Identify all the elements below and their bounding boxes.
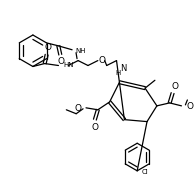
Text: O: O [186, 102, 193, 111]
Text: O: O [74, 104, 81, 113]
Text: HN: HN [63, 61, 74, 68]
Text: O: O [58, 57, 65, 66]
Text: O: O [91, 123, 98, 132]
Text: O: O [98, 56, 105, 65]
Text: N: N [120, 64, 127, 73]
Text: Cl: Cl [142, 169, 149, 175]
Text: NH: NH [75, 48, 85, 54]
Text: O: O [171, 82, 178, 91]
Text: O: O [44, 43, 51, 52]
Text: H: H [116, 70, 121, 76]
